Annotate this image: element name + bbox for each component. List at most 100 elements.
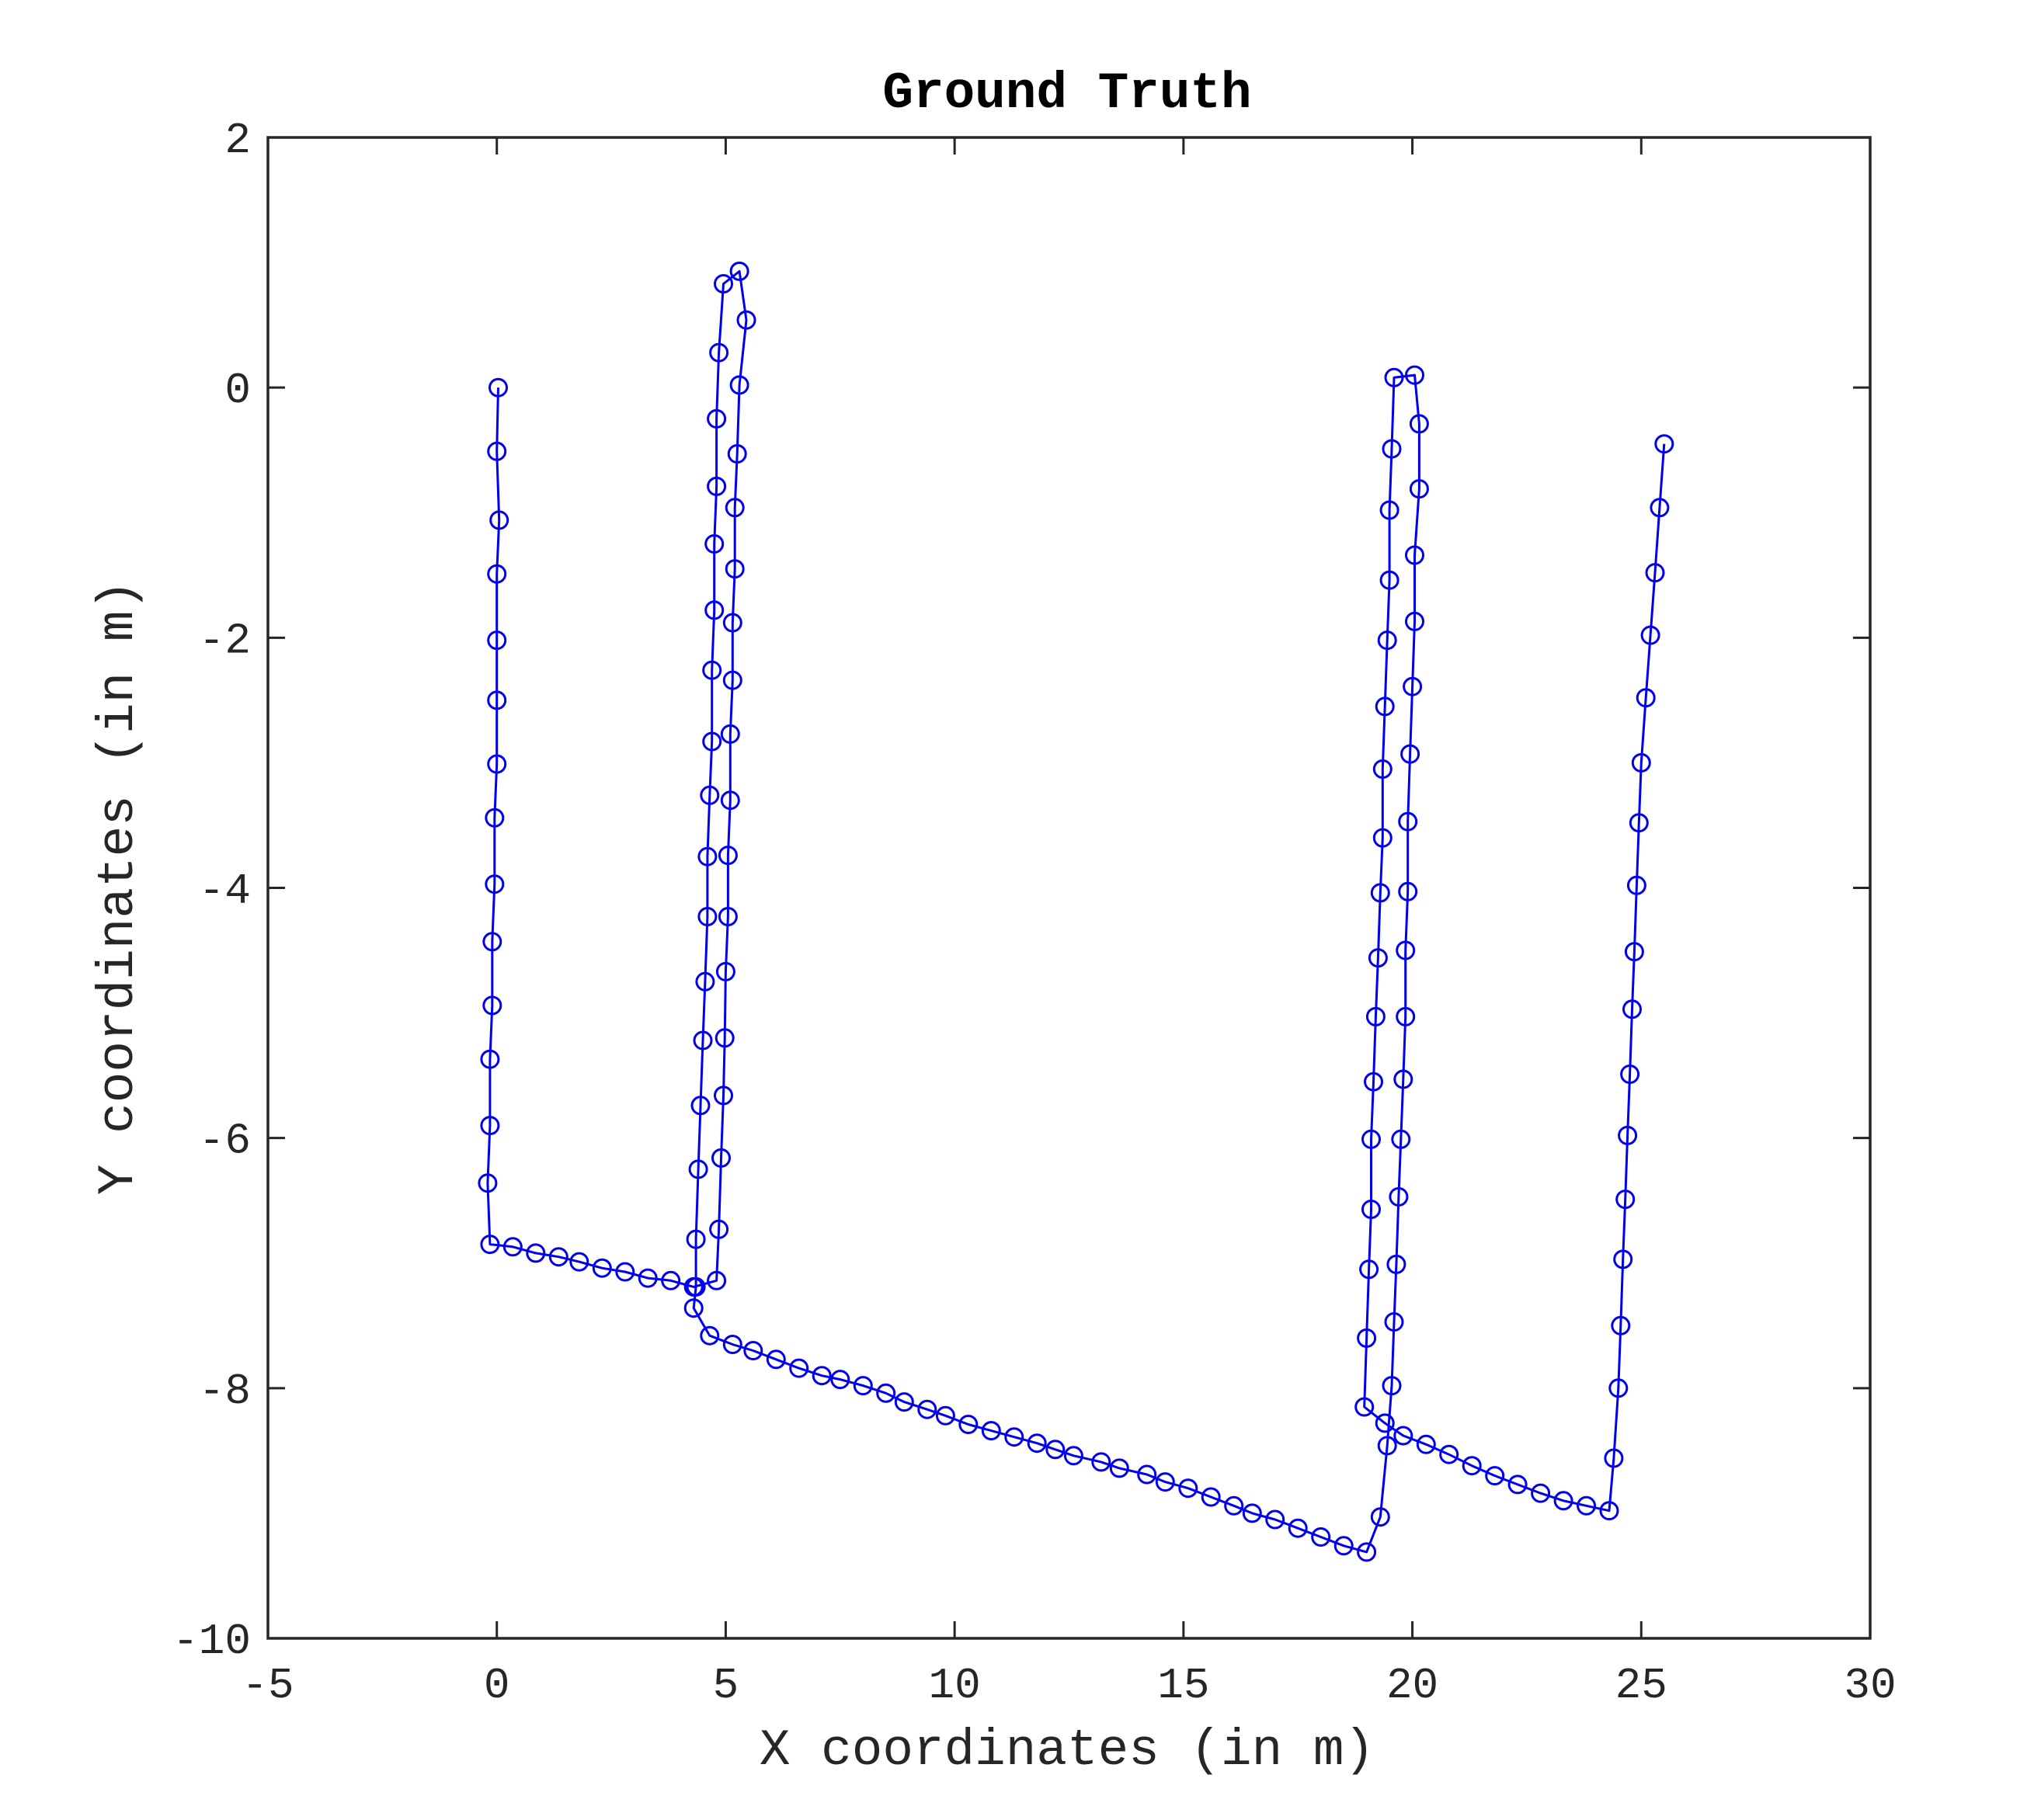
data-point [981, 1421, 1001, 1441]
data-point [1416, 1434, 1436, 1454]
data-point [1377, 630, 1397, 651]
y-tick-label: -4 [199, 867, 251, 916]
data-point [700, 1325, 720, 1346]
data-point [1553, 1491, 1573, 1511]
data-point [1615, 1190, 1636, 1210]
y-tick-label: -2 [199, 616, 251, 665]
data-point [1599, 1501, 1619, 1521]
data-point [714, 274, 733, 293]
data-point [1439, 1444, 1459, 1464]
data-point [569, 1252, 589, 1272]
y-tick-label: 2 [224, 116, 251, 165]
data-point [1137, 1464, 1157, 1485]
data-point [548, 1247, 568, 1267]
data-point [722, 670, 742, 690]
data-point [478, 1173, 498, 1193]
data-point [489, 510, 509, 530]
data-point [1462, 1456, 1482, 1476]
data-point [725, 498, 745, 518]
chart-title: Ground Truth [882, 64, 1251, 123]
data-point [1604, 1448, 1624, 1468]
data-point [592, 1258, 612, 1278]
data-point [1622, 999, 1642, 1019]
data-point [526, 1243, 546, 1263]
data-point [1393, 1426, 1413, 1446]
data-point [1364, 1072, 1383, 1092]
data-point [1063, 1446, 1083, 1466]
x-axis-label: X coordinates (in m) [760, 1721, 1375, 1780]
data-point [1398, 811, 1418, 832]
data-point [1391, 1129, 1411, 1149]
data-point [1242, 1503, 1262, 1523]
data-point [1091, 1452, 1111, 1472]
data-point [480, 1235, 500, 1255]
data-point [693, 1030, 713, 1051]
data-point [917, 1399, 937, 1419]
data-point [487, 630, 507, 651]
data-point [485, 874, 505, 894]
data-point [482, 932, 502, 952]
x-tick-label: 10 [929, 1661, 981, 1711]
data-point [482, 995, 502, 1016]
data-point [1045, 1440, 1066, 1460]
data-point [958, 1415, 979, 1434]
data-point [1361, 1200, 1381, 1219]
x-tick-label: 0 [484, 1661, 510, 1711]
data-point [485, 808, 505, 828]
y-tick-label: 0 [224, 366, 251, 415]
data-point [1379, 500, 1399, 520]
x-tick-label: 20 [1386, 1661, 1438, 1711]
data-point [1311, 1527, 1331, 1547]
y-tick-labels: 2 0 -2 -4 -6 -8 -10 [172, 116, 251, 1666]
data-point [1613, 1249, 1633, 1269]
data-point [718, 907, 738, 926]
data-point [1626, 875, 1646, 895]
data-point [688, 1159, 708, 1179]
data-point [1608, 1378, 1629, 1398]
data-point [715, 1028, 735, 1048]
data-point [729, 375, 749, 395]
data-point [1629, 813, 1649, 833]
data-point [1400, 744, 1420, 764]
data-point [714, 1085, 733, 1106]
y-tick-label: -10 [172, 1617, 251, 1666]
data-point [1027, 1433, 1047, 1454]
data-point [1398, 881, 1418, 901]
data-point [1372, 759, 1393, 779]
data-point [1405, 611, 1424, 631]
data-point [702, 731, 722, 752]
data-point [722, 1335, 742, 1354]
data-point [1636, 688, 1656, 708]
data-point [480, 1116, 500, 1136]
data-point [1359, 1259, 1379, 1280]
data-point [1375, 696, 1395, 717]
data-point [1004, 1427, 1024, 1447]
plot-area [266, 136, 1872, 1640]
x-tick-label: 25 [1615, 1661, 1667, 1711]
x-tick-labels: -5 0 5 10 15 20 25 30 [242, 1661, 1896, 1711]
data-point [722, 613, 742, 633]
data-point [1577, 1495, 1597, 1516]
data-point [683, 1298, 704, 1318]
data-point [1618, 1125, 1638, 1145]
data-point [720, 790, 740, 811]
data-point [1624, 942, 1644, 962]
data-point [1357, 1328, 1377, 1348]
data-point [729, 261, 749, 281]
data-point [1201, 1487, 1221, 1507]
axis-ticks [266, 136, 1872, 1640]
data-point [1333, 1536, 1354, 1556]
data-point [853, 1376, 873, 1396]
data-point [1645, 563, 1665, 583]
x-tick-label: 30 [1844, 1661, 1896, 1711]
data-point [709, 1219, 729, 1239]
data-point [487, 690, 507, 710]
data-point [1507, 1474, 1528, 1495]
data-point [1396, 940, 1416, 960]
y-tick-label: -6 [199, 1117, 251, 1166]
data-point [715, 961, 735, 981]
x-tick-label: -5 [242, 1661, 294, 1711]
y-tick-label: -8 [199, 1367, 251, 1416]
data-point [1611, 1315, 1631, 1335]
